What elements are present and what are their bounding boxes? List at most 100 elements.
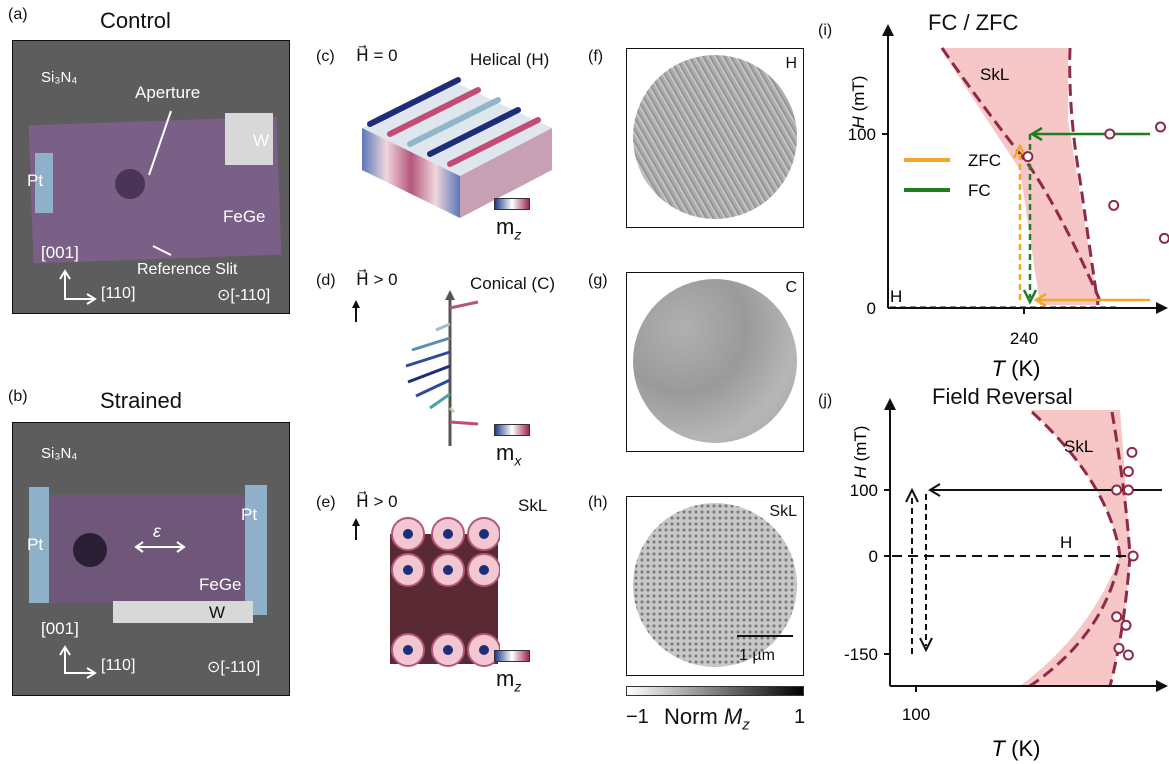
panel-c-name: Helical (H)	[470, 50, 550, 69]
panel-b-title: Strained	[100, 388, 182, 413]
reference-slit-label: Reference Slit	[137, 261, 238, 278]
dir-out-label: ⊙[-110]	[217, 287, 271, 304]
panel-e-field: H⃗ > 0	[356, 492, 398, 511]
strained-sem-image: Si₃N₄ Pt Pt ε FeGe W [001] [110] ⊙[-110]	[12, 422, 290, 696]
chart-i-skl-region	[940, 48, 1098, 305]
material-label: Si₃N₄	[41, 69, 78, 86]
panel-a-label: (a)	[8, 6, 28, 23]
scale-bar	[737, 635, 793, 637]
panel-g-label: (g)	[588, 272, 608, 289]
helical-illustration	[362, 77, 552, 218]
panel-e-cbar-label: mz	[496, 666, 522, 695]
chart-i-point-3	[1108, 199, 1120, 211]
chart-j-title: Field Reversal	[932, 384, 1073, 409]
skl-reconstruction	[633, 503, 797, 667]
panel-i-label: (i)	[818, 22, 833, 39]
colorbar-max: 1	[794, 706, 806, 728]
panel-a-overlay	[59, 110, 172, 305]
panel-h-label: (h)	[588, 494, 608, 511]
skl-image-frame: SkL 1 µm	[626, 496, 804, 676]
dir-right-label: [110]	[101, 657, 136, 674]
mx-colorbar	[494, 424, 530, 436]
chart-j-skl-region	[1020, 410, 1130, 686]
chart-j-ytick-0: 0	[869, 547, 878, 566]
chart-i-phase-label: H	[890, 287, 902, 306]
chart-i-boundary-left	[940, 47, 1104, 306]
chart-j-point-8	[1122, 649, 1134, 661]
chart-j-phase-label: H	[1060, 533, 1072, 552]
w-block	[225, 113, 273, 165]
strain-label: ε	[153, 521, 161, 541]
fege-label: FeGe	[223, 207, 266, 226]
pt-label: Pt	[27, 171, 44, 190]
colorbar-label: Norm Mz	[664, 704, 750, 734]
helical-image-frame: H	[626, 48, 804, 228]
panel-b-overlay	[59, 541, 186, 679]
chart-j-point-2	[1111, 484, 1123, 496]
chart-j-point-0	[1126, 446, 1138, 458]
scale-bar-label: 1 µm	[739, 647, 775, 664]
chart-j-ytick-neg150: -150	[844, 645, 878, 664]
w-label: W	[209, 603, 226, 622]
dir-out-label: ⊙[-110]	[207, 659, 261, 676]
panel-d-cbar-label: mx	[496, 440, 522, 469]
chart-j-ytick-100: 100	[850, 481, 878, 500]
panel-d-name: Conical (C)	[470, 274, 556, 293]
panel-c-label: (c)	[316, 48, 335, 65]
chart-i-legend-fc: FC	[968, 181, 991, 200]
conical-image-frame: C	[626, 272, 804, 452]
chart-i-xtick-240: 240	[1010, 329, 1038, 348]
chart-j-xtick-100: 100	[902, 705, 930, 724]
chart-i-xlabel: T (K)	[992, 356, 1041, 381]
pt-pad	[35, 153, 53, 213]
panel-d-field: H⃗ > 0	[356, 270, 398, 289]
panel-g-tag: C	[785, 279, 797, 296]
chart-i-ytick-100: 100	[848, 125, 876, 144]
panel-h-tag: SkL	[769, 503, 797, 520]
chart-j: 100 0 -150 100 SkL H H (mT) T (K)	[844, 398, 1168, 761]
helical-reconstruction	[633, 55, 797, 219]
dir-up-label: [001]	[41, 619, 79, 638]
chart-i-legend-zfc: ZFC	[968, 151, 1001, 170]
panel-d-label: (d)	[316, 272, 336, 289]
chart-j-point-1	[1122, 466, 1134, 478]
dir-right-label: [110]	[101, 285, 136, 302]
conical-illustration	[352, 290, 479, 446]
chart-i-point-0	[1104, 128, 1116, 140]
panel-e-label: (e)	[316, 494, 336, 511]
chart-i-region-label: SkL	[980, 65, 1009, 84]
chart-j-xlabel: T (K)	[992, 736, 1041, 761]
colorbar-min: −1	[626, 706, 649, 728]
chart-i-ytick-0: 0	[867, 299, 876, 318]
panel-j-label: (j)	[818, 392, 833, 409]
chart-i-title: FC / ZFC	[928, 10, 1019, 35]
mz-colorbar-e	[494, 650, 530, 662]
chart-j-point-5	[1111, 611, 1123, 623]
mz-colorbar	[494, 198, 530, 210]
pt-pad-left	[29, 487, 49, 603]
panel-a-title: Control	[100, 8, 171, 33]
chart-j-point-7	[1113, 642, 1125, 654]
pt-right-label: Pt	[241, 505, 258, 524]
norm-mz-colorbar	[626, 686, 804, 696]
aperture-spot	[73, 533, 107, 567]
panel-c-cbar-label: mz	[496, 214, 522, 243]
chart-i-point-4	[1158, 232, 1169, 244]
chart-i-ylabel: H (mT)	[849, 76, 868, 129]
fege-label: FeGe	[199, 575, 242, 594]
chart-j-ylabel: H (mT)	[851, 426, 870, 479]
aperture-spot	[115, 169, 145, 199]
chart-i-boundary-right	[1068, 47, 1100, 306]
chart-i-point-2	[1022, 151, 1034, 163]
pt-left-label: Pt	[27, 535, 44, 554]
control-sem-image: Si₃N₄ Aperture W Pt FeGe [001] Reference…	[12, 40, 290, 314]
material-label: Si₃N₄	[41, 445, 78, 462]
chart-i-point-1	[1155, 121, 1166, 133]
skyrmion-lattice-illustration	[352, 517, 500, 667]
panel-f-label: (f)	[588, 48, 604, 65]
w-label: W	[253, 131, 270, 150]
chart-j-point-6	[1120, 619, 1132, 631]
chart-j-point-4	[1127, 550, 1139, 562]
chart-j-region-label: SkL	[1064, 437, 1093, 456]
pt-pad-right	[245, 485, 267, 615]
